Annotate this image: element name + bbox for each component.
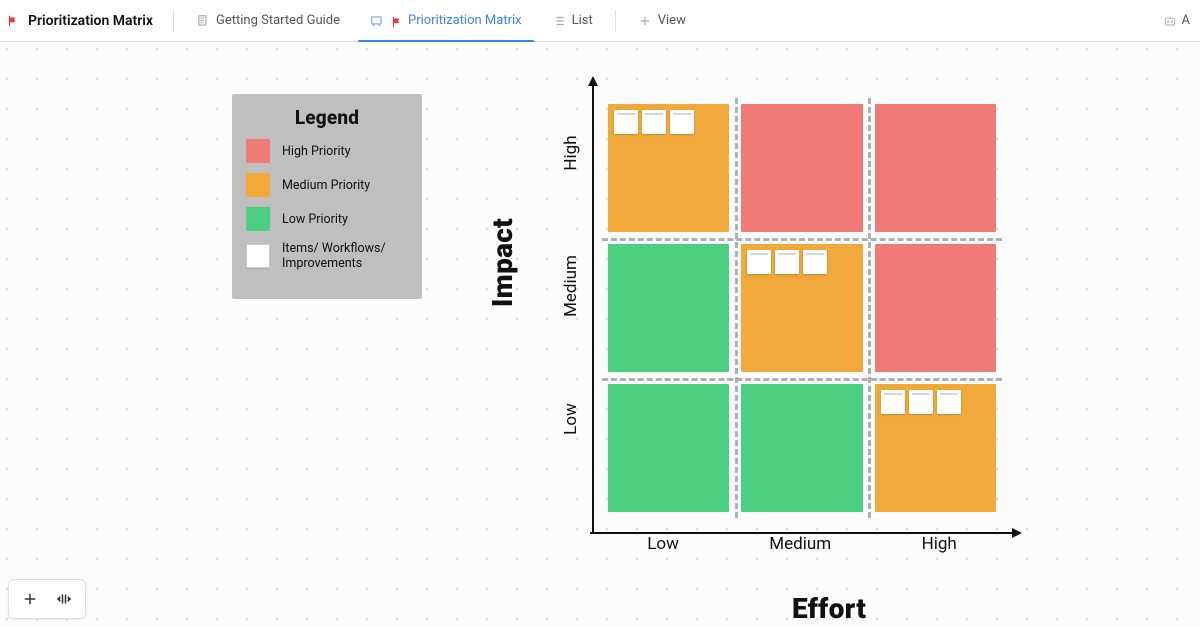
flag-icon	[390, 15, 402, 27]
note-card[interactable]	[775, 250, 799, 274]
legend-label: Medium Priority	[282, 178, 370, 193]
legend-item: Items/ Workflows/ Improvements	[246, 241, 408, 271]
automation-button[interactable]: A	[1158, 13, 1194, 29]
note-card[interactable]	[614, 110, 638, 134]
flag-icon	[6, 14, 20, 28]
note-card[interactable]	[909, 390, 933, 414]
cell-notes	[881, 390, 961, 414]
note-card[interactable]	[937, 390, 961, 414]
y-axis-label: Impact	[486, 218, 519, 307]
robot-icon	[1162, 13, 1178, 29]
y-axis-line	[592, 78, 594, 532]
x-axis-ticks: Low Medium High	[602, 534, 1002, 554]
matrix-cell[interactable]	[608, 104, 729, 232]
add-view-label: View	[658, 13, 686, 28]
legend-title: Legend	[246, 106, 408, 129]
x-tick: High	[922, 534, 957, 554]
fit-width-button[interactable]	[53, 588, 75, 610]
doc-icon	[196, 14, 210, 28]
legend-swatch	[246, 244, 270, 268]
legend-swatch	[246, 207, 270, 231]
matrix-cell[interactable]	[608, 244, 729, 372]
note-card[interactable]	[670, 110, 694, 134]
whiteboard-icon	[370, 14, 384, 28]
add-button[interactable]	[19, 588, 41, 610]
canvas-toolbar	[8, 579, 86, 619]
legend-swatch	[246, 139, 270, 163]
matrix-cell[interactable]	[875, 384, 996, 512]
legend-item: Medium Priority	[246, 173, 408, 197]
page-title: Prioritization Matrix	[28, 13, 153, 29]
separator	[615, 10, 616, 32]
y-tick: Low	[561, 388, 581, 450]
matrix-cell[interactable]	[741, 244, 862, 372]
matrix-cell[interactable]	[741, 104, 862, 232]
add-view-button[interactable]: View	[626, 0, 698, 42]
matrix-cell[interactable]	[741, 384, 862, 512]
legend-item: Low Priority	[246, 207, 408, 231]
note-card[interactable]	[642, 110, 666, 134]
legend-item: High Priority	[246, 139, 408, 163]
top-bar: Prioritization Matrix Getting Started Gu…	[0, 0, 1200, 42]
note-card[interactable]	[803, 250, 827, 274]
y-tick: High	[561, 122, 581, 184]
y-tick: Medium	[561, 255, 581, 317]
legend-swatch	[246, 173, 270, 197]
legend-label: Low Priority	[282, 212, 348, 227]
legend-label: High Priority	[282, 144, 351, 159]
legend-label: Items/ Workflows/ Improvements	[282, 241, 408, 271]
cell-notes	[747, 250, 827, 274]
matrix-cell[interactable]	[608, 384, 729, 512]
tab-label: Getting Started Guide	[216, 13, 340, 28]
separator	[173, 10, 174, 32]
note-card[interactable]	[747, 250, 771, 274]
matrix-cell[interactable]	[875, 244, 996, 372]
prioritization-matrix[interactable]: Impact Effort High Medium Low Low Medium…	[510, 86, 1050, 626]
tab-label: Prioritization Matrix	[408, 13, 522, 28]
top-bar-right: A	[1158, 13, 1194, 29]
x-tick: Low	[647, 534, 679, 554]
matrix-cell[interactable]	[875, 104, 996, 232]
x-axis-label: Effort	[792, 592, 866, 625]
x-tick: Medium	[769, 534, 831, 554]
legend-panel[interactable]: Legend High Priority Medium Priority Low P…	[232, 94, 422, 299]
tab-label: List	[572, 13, 593, 28]
right-label: A	[1182, 13, 1190, 28]
tab-list[interactable]: List	[540, 0, 605, 42]
top-bar-left: Prioritization Matrix Getting Started Gu…	[6, 0, 698, 42]
list-icon	[552, 14, 566, 28]
note-card[interactable]	[881, 390, 905, 414]
plus-icon	[638, 14, 652, 28]
x-axis-line	[590, 532, 1020, 534]
cell-notes	[614, 110, 694, 134]
tab-prioritization-matrix[interactable]: Prioritization Matrix	[358, 0, 534, 42]
tab-getting-started[interactable]: Getting Started Guide	[184, 0, 352, 42]
matrix-grid	[602, 98, 1002, 518]
whiteboard-canvas[interactable]: Legend High Priority Medium Priority Low P…	[0, 42, 1200, 627]
